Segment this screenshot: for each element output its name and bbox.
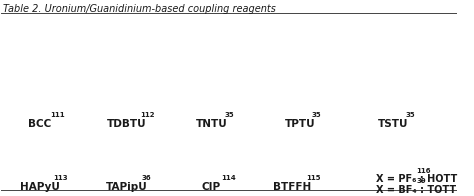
Text: 113: 113 — [53, 175, 68, 181]
Text: X = BF₄ : TOTT: X = BF₄ : TOTT — [376, 185, 456, 195]
Text: 35: 35 — [224, 112, 234, 118]
Text: X = PF₆ : HOTT: X = PF₆ : HOTT — [376, 174, 457, 184]
Text: HAPyU: HAPyU — [19, 182, 59, 192]
Text: 116: 116 — [416, 168, 431, 174]
Text: 35: 35 — [312, 112, 321, 118]
Text: Table 2. Uronium/Guanidinium-based coupling reagents: Table 2. Uronium/Guanidinium-based coupl… — [3, 4, 276, 14]
Text: TAPipU: TAPipU — [105, 182, 147, 192]
Text: BTFFH: BTFFH — [273, 182, 311, 192]
Text: TPTU: TPTU — [284, 119, 315, 129]
Text: 111: 111 — [50, 112, 64, 118]
Text: 112: 112 — [140, 112, 155, 118]
Text: 39: 39 — [416, 178, 426, 184]
Text: 35: 35 — [405, 112, 415, 118]
Text: BCC: BCC — [28, 119, 51, 129]
Text: TSTU: TSTU — [378, 119, 409, 129]
Text: TDBTU: TDBTU — [107, 119, 146, 129]
Text: 36: 36 — [142, 175, 151, 181]
Text: 114: 114 — [221, 175, 236, 181]
Text: CIP: CIP — [201, 182, 220, 192]
Text: TNTU: TNTU — [196, 119, 228, 129]
Text: 115: 115 — [306, 175, 320, 181]
